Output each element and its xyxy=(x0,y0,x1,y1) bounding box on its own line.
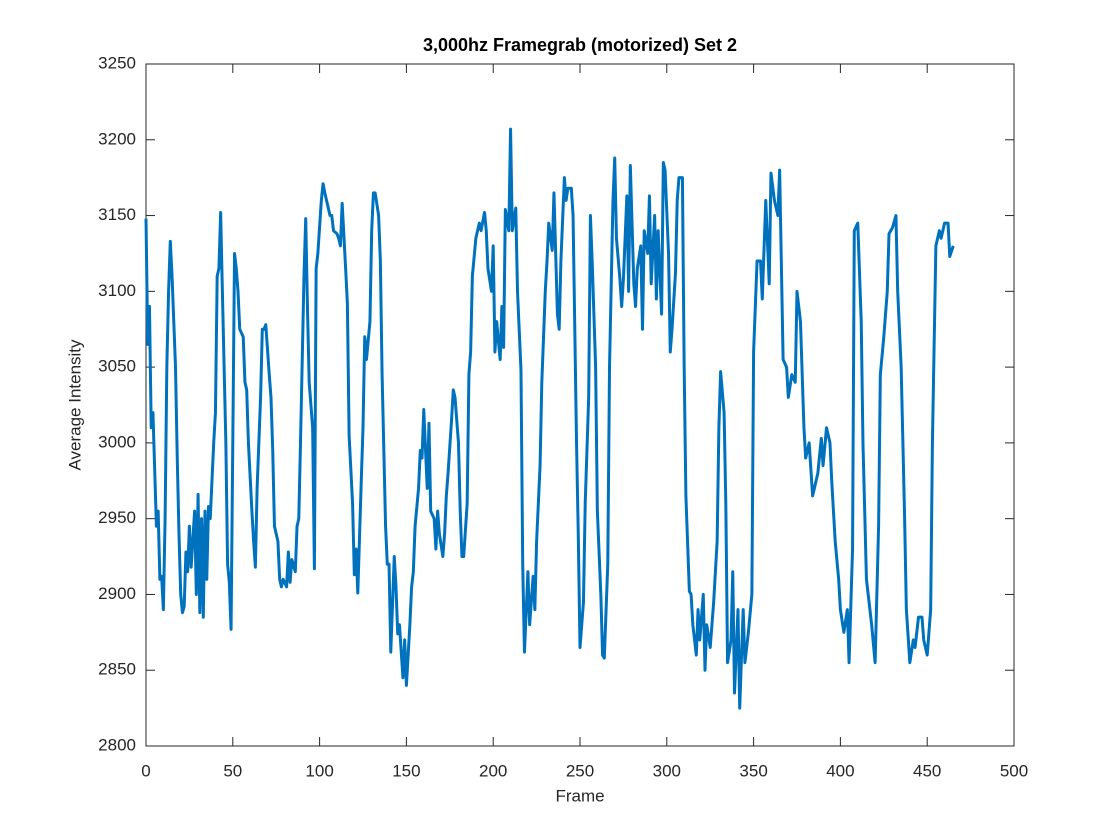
y-tick-label: 2850 xyxy=(98,660,136,679)
x-tick-label: 150 xyxy=(392,761,420,780)
y-tick-label: 3050 xyxy=(98,357,136,376)
y-tick-label: 3200 xyxy=(98,129,136,148)
data-line xyxy=(144,127,955,710)
y-tick-label: 2900 xyxy=(98,584,136,603)
y-tick-label: 2950 xyxy=(98,508,136,527)
x-tick-label: 50 xyxy=(223,761,242,780)
x-tick-label: 0 xyxy=(141,761,150,780)
x-tick-label: 100 xyxy=(305,761,333,780)
x-tick-label: 250 xyxy=(566,761,594,780)
x-tick-label: 450 xyxy=(913,761,941,780)
y-axis-label: Average Intensity xyxy=(65,339,84,471)
y-tick-label: 3100 xyxy=(98,281,136,300)
x-tick-label: 300 xyxy=(653,761,681,780)
x-axis-label: Frame xyxy=(555,786,604,805)
x-tick-label: 200 xyxy=(479,761,507,780)
y-tick-label: 3150 xyxy=(98,205,136,224)
x-tick-label: 500 xyxy=(1000,761,1028,780)
y-tick-label: 3000 xyxy=(98,432,136,451)
y-tick-label: 3250 xyxy=(98,53,136,72)
y-tick-label: 2800 xyxy=(98,735,136,754)
x-tick-label: 400 xyxy=(826,761,854,780)
x-tick-label: 350 xyxy=(739,761,767,780)
chart-title: 3,000hz Framegrab (motorized) Set 2 xyxy=(423,35,737,55)
